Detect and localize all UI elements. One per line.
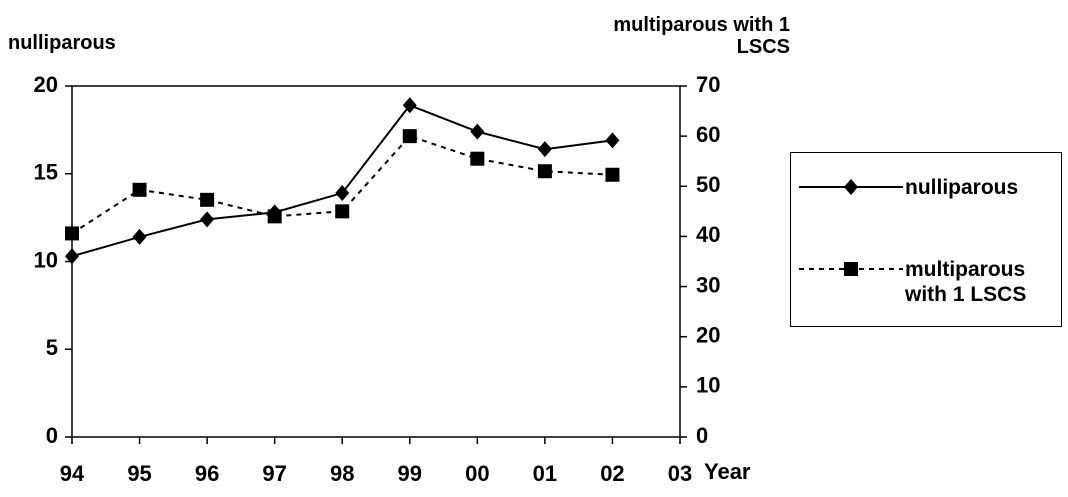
marker bbox=[537, 164, 552, 179]
marker bbox=[605, 132, 620, 149]
x-tick-label: 01 bbox=[533, 461, 557, 486]
marker bbox=[200, 211, 215, 228]
legend-label: nulliparous bbox=[905, 176, 1019, 199]
x-tick-label: 98 bbox=[330, 461, 354, 486]
x-tick-label: 97 bbox=[262, 461, 286, 486]
plot-frame bbox=[71, 85, 681, 438]
marker bbox=[402, 97, 417, 114]
x-tick-label: 02 bbox=[600, 461, 624, 486]
marker bbox=[470, 123, 485, 140]
series-line bbox=[71, 104, 613, 258]
marker bbox=[132, 182, 147, 197]
legend-label: multiparous with 1 LSCS bbox=[905, 258, 1027, 306]
y-tick-label: 0 bbox=[46, 423, 58, 448]
x-tick-label: 03 bbox=[668, 461, 692, 486]
y2-tick-label: 30 bbox=[696, 272, 720, 297]
y-tick-label: 10 bbox=[34, 247, 58, 272]
y2-tick-label: 20 bbox=[696, 323, 720, 348]
x-axis-label: Year bbox=[704, 459, 751, 484]
x-tick-label: 00 bbox=[465, 461, 489, 486]
x-tick-label: 95 bbox=[127, 461, 151, 486]
marker bbox=[537, 141, 552, 158]
marker bbox=[267, 209, 282, 224]
y2-tick-label: 50 bbox=[696, 172, 720, 197]
y2-axis-label: multiparous with 1 LSCS bbox=[613, 14, 790, 58]
y-tick-label: 5 bbox=[46, 335, 58, 360]
legend-item: multiparous with 1 LSCS bbox=[791, 243, 1061, 306]
y2-tick-label: 40 bbox=[696, 222, 720, 247]
y-axis-label: nulliparous bbox=[8, 32, 116, 54]
marker bbox=[65, 248, 79, 265]
x-tick-label: 99 bbox=[398, 461, 422, 486]
marker bbox=[844, 262, 858, 276]
legend: nulliparous multiparous with 1 LSCS bbox=[790, 152, 1062, 327]
marker bbox=[470, 151, 485, 166]
marker bbox=[65, 226, 79, 241]
y2-tick-label: 60 bbox=[696, 122, 720, 147]
y2-tick-label: 0 bbox=[696, 423, 708, 448]
marker bbox=[605, 167, 620, 182]
marker bbox=[402, 129, 417, 144]
x-tick-label: 94 bbox=[60, 461, 85, 486]
series-line bbox=[71, 134, 613, 235]
marker bbox=[335, 204, 350, 219]
y2-tick-label: 70 bbox=[696, 72, 720, 97]
x-tick-label: 96 bbox=[195, 461, 219, 486]
marker bbox=[844, 179, 858, 195]
y-tick-label: 20 bbox=[34, 72, 58, 97]
y2-tick-label: 10 bbox=[696, 373, 720, 398]
legend-item: nulliparous bbox=[791, 161, 1061, 221]
y-tick-label: 15 bbox=[34, 160, 58, 185]
marker bbox=[335, 185, 350, 202]
legend-swatch bbox=[799, 262, 903, 276]
legend-swatch bbox=[799, 179, 903, 195]
marker bbox=[200, 192, 215, 207]
marker bbox=[132, 228, 147, 245]
